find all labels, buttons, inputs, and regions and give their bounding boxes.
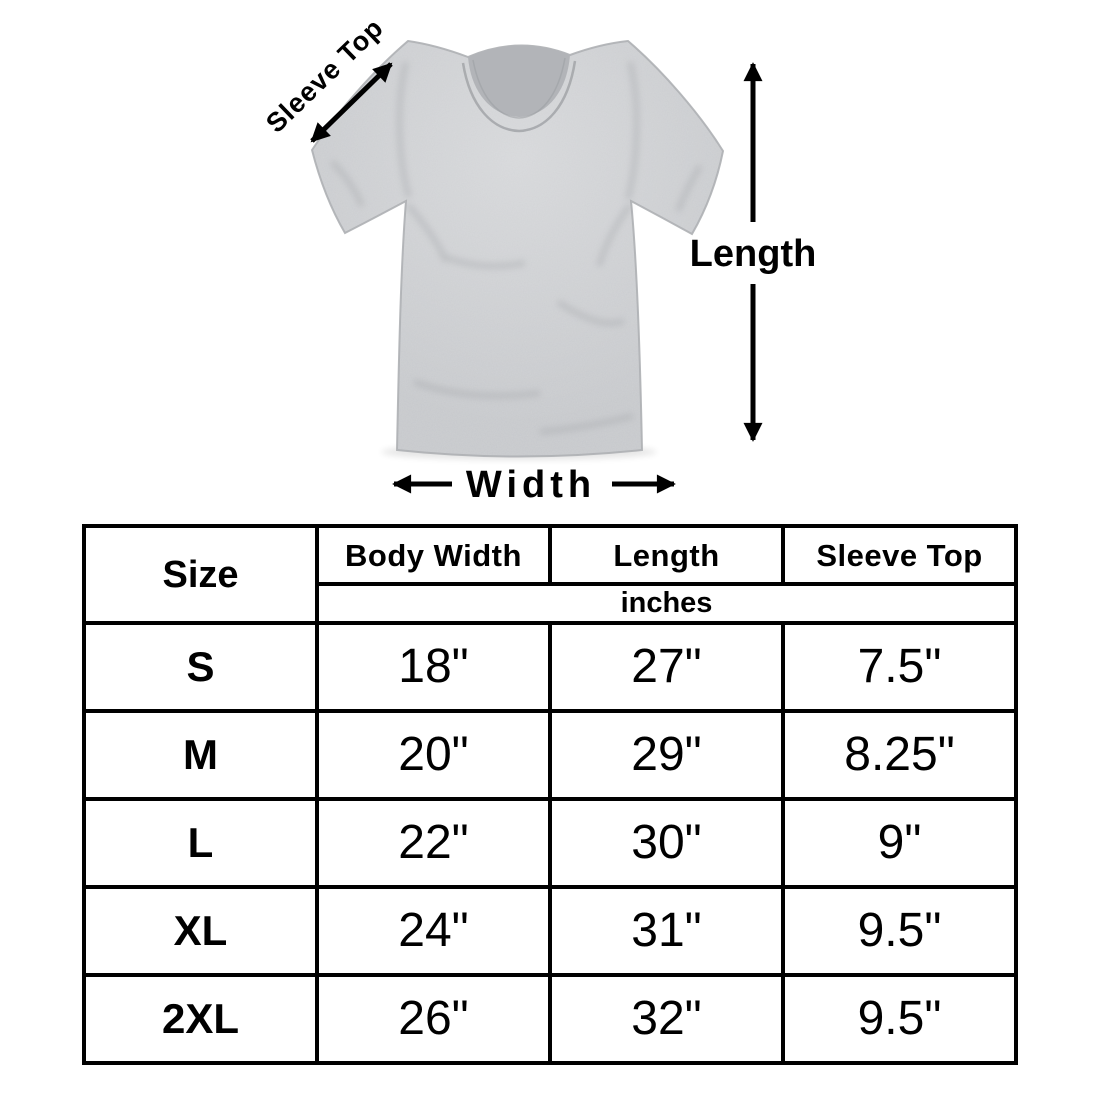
table-row-2xl: 2XL 26" 32" 9.5" — [82, 973, 1018, 1065]
sleeve-top-value: 9.5" — [781, 973, 1018, 1065]
size-label: XL — [82, 885, 319, 977]
sleeve-top-arrow — [310, 62, 393, 143]
column-header-size: Size — [82, 524, 319, 625]
width-label: Width — [466, 464, 596, 506]
sleeve-top-value: 7.5" — [781, 621, 1018, 713]
body-width-value: 22" — [315, 797, 552, 889]
column-header-length: Length — [548, 524, 785, 586]
header-row: Size Body Width Length Sleeve Top — [82, 524, 1018, 625]
sleeve-top-value: 9" — [781, 797, 1018, 889]
length-value: 29" — [548, 709, 785, 801]
table-row-m: M 20" 29" 8.25" — [82, 709, 1018, 801]
column-header-sleeve-top: Sleeve Top — [781, 524, 1018, 586]
width-dimension: Width — [392, 464, 676, 506]
body-width-value: 18" — [315, 621, 552, 713]
table-row-s: S 18" 27" 7.5" — [82, 621, 1018, 713]
unit-label: inches — [315, 582, 1018, 625]
size-label: L — [82, 797, 319, 889]
tshirt-measurement-diagram: Sleeve Top Length Width — [260, 12, 817, 506]
collar-inner-seam — [472, 57, 566, 119]
size-label: S — [82, 621, 319, 713]
length-value: 30" — [548, 797, 785, 889]
size-chart-table: Size Body Width Length Sleeve Top inches… — [82, 524, 1018, 1065]
table-row-l: L 22" 30" 9" — [82, 797, 1018, 889]
body-width-value: 24" — [315, 885, 552, 977]
shirt-wrinkles — [329, 61, 703, 435]
collar-seam — [461, 60, 577, 133]
size-label: M — [82, 709, 319, 801]
body-width-value: 20" — [315, 709, 552, 801]
shirt-neck-opening — [468, 45, 570, 117]
length-value: 27" — [548, 621, 785, 713]
sleeve-top-value: 8.25" — [781, 709, 1018, 801]
sleeve-top-value: 9.5" — [781, 885, 1018, 977]
body-width-value: 26" — [315, 973, 552, 1065]
column-header-body-width: Body Width — [315, 524, 552, 586]
length-value: 31" — [548, 885, 785, 977]
size-label: 2XL — [82, 973, 319, 1065]
length-dimension: Length — [690, 62, 817, 442]
table-row-xl: XL 24" 31" 9.5" — [82, 885, 1018, 977]
length-label: Length — [690, 233, 817, 275]
tshirt-illustration — [311, 40, 724, 460]
unit-row: inches — [84, 582, 1018, 625]
length-value: 32" — [548, 973, 785, 1065]
